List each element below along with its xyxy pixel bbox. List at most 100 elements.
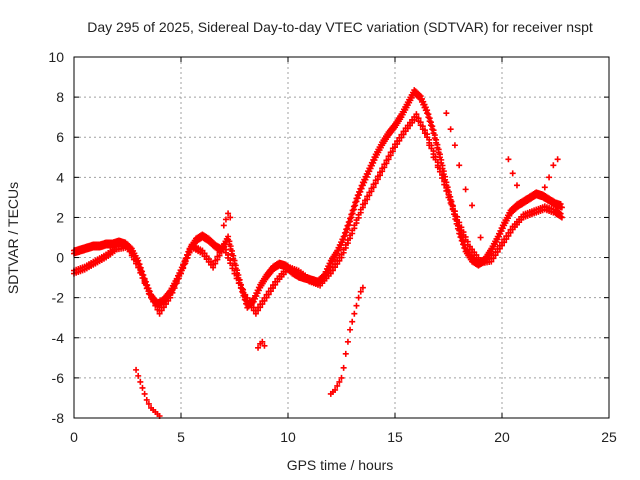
data-point: [469, 202, 476, 209]
data-point: [139, 384, 146, 391]
data-point: [447, 196, 454, 203]
data-point: [424, 107, 431, 114]
y-tick-label: -2: [52, 290, 65, 306]
data-point: [222, 216, 229, 223]
y-tick-label: 6: [56, 129, 64, 145]
data-point: [154, 303, 161, 310]
data-point: [148, 291, 155, 298]
data-point: [227, 214, 234, 221]
data-point: [222, 246, 229, 253]
data-point: [143, 282, 150, 289]
data-point: [417, 119, 424, 126]
data-point: [351, 310, 358, 317]
x-tick-label: 15: [387, 429, 403, 445]
data-point: [145, 287, 152, 294]
data-point: [145, 400, 152, 407]
data-point: [235, 277, 242, 284]
data-point: [460, 229, 467, 236]
data-point: [454, 213, 461, 220]
data-point: [445, 191, 452, 198]
data-point: [152, 299, 159, 306]
data-point: [340, 364, 347, 371]
data-point: [439, 172, 446, 179]
data-point: [421, 130, 428, 137]
data-point: [255, 344, 262, 351]
data-point: [230, 252, 237, 259]
data-point: [334, 382, 341, 389]
data-point: [415, 115, 422, 122]
data-point: [137, 266, 144, 273]
data-point: [226, 238, 233, 245]
data-point: [430, 127, 437, 134]
data-point: [433, 136, 440, 143]
data-point: [434, 159, 441, 166]
data-point: [427, 119, 434, 126]
data-point: [441, 178, 448, 185]
data-point: [419, 123, 426, 130]
data-point: [436, 151, 443, 158]
data-point: [462, 186, 469, 193]
data-point: [259, 338, 266, 345]
plot-frame: [73, 56, 610, 419]
data-point: [449, 202, 456, 209]
data-point: [225, 251, 232, 258]
data-point: [430, 154, 437, 161]
x-tick-label: 5: [177, 429, 185, 445]
data-point: [248, 301, 255, 308]
data-point: [458, 224, 465, 231]
data-point: [541, 184, 548, 191]
y-tick-label: -4: [52, 330, 65, 346]
data-point: [557, 201, 564, 208]
data-point: [546, 174, 553, 181]
data-point: [141, 277, 148, 284]
data-point: [413, 111, 420, 118]
data-point: [139, 272, 146, 279]
data-point: [242, 291, 249, 298]
data-point: [228, 247, 235, 254]
data-point: [135, 372, 142, 379]
data-point: [558, 204, 565, 211]
data-point: [557, 210, 564, 217]
y-axis-label: SDTVAR / TECUs: [5, 182, 21, 294]
data-point: [426, 142, 433, 149]
data-point: [509, 170, 516, 177]
data-point: [233, 272, 240, 279]
data-point: [349, 318, 356, 325]
x-tick-label: 0: [70, 429, 78, 445]
data-point: [133, 257, 140, 264]
data-point: [355, 294, 362, 301]
data-point: [477, 234, 484, 241]
data-point: [434, 164, 441, 171]
data-point: [429, 123, 436, 130]
data-point: [130, 253, 137, 260]
data-point: [240, 286, 247, 293]
data-point: [336, 378, 343, 385]
chart-title: Day 295 of 2025, Sidereal Day-to-day VTE…: [87, 19, 593, 35]
x-tick-label: 20: [494, 429, 510, 445]
data-point: [513, 182, 520, 189]
data-point: [430, 148, 437, 155]
y-tick-label: 8: [56, 89, 64, 105]
data-point: [225, 210, 232, 217]
data-point: [431, 132, 438, 139]
data-point: [137, 378, 144, 385]
data-point: [133, 366, 140, 373]
data-point: [456, 219, 463, 226]
data-point: [443, 184, 450, 191]
data-point: [342, 350, 349, 357]
data-point: [338, 374, 345, 381]
data-point: [554, 156, 561, 163]
data-point: [150, 295, 157, 302]
data-point: [451, 142, 458, 149]
data-point: [456, 162, 463, 169]
data-point: [426, 136, 433, 143]
data-point: [438, 156, 445, 163]
data-point: [124, 241, 131, 248]
data-point: [344, 338, 351, 345]
data-point: [443, 110, 450, 117]
data-point: [220, 241, 227, 248]
data-point: [227, 257, 234, 264]
data-point: [558, 214, 565, 221]
data-point: [220, 222, 227, 229]
